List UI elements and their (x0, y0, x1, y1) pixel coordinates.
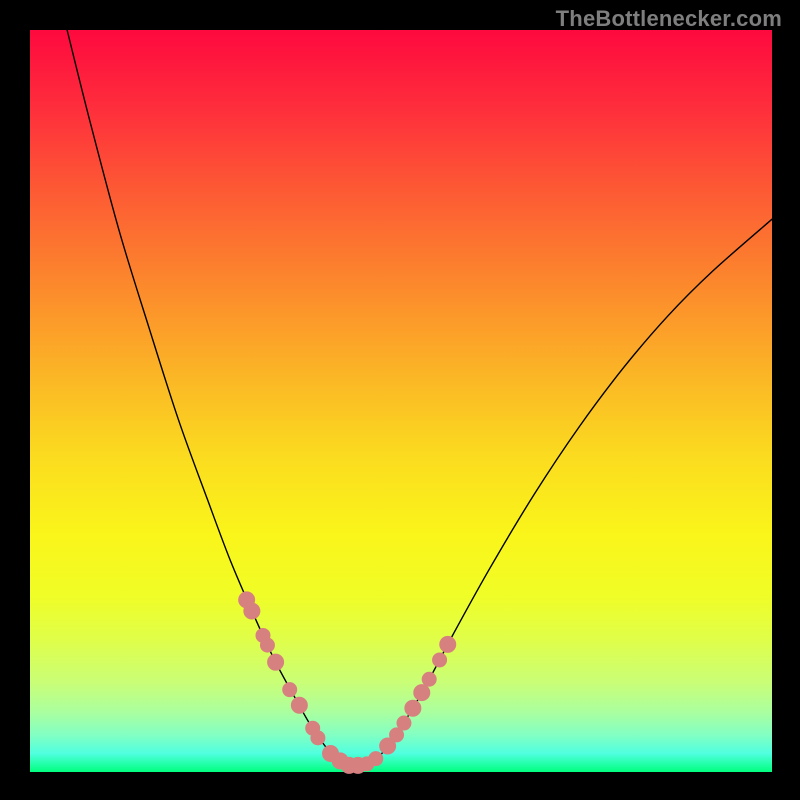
marker-group (239, 592, 456, 773)
watermark-text: TheBottlenecker.com (556, 6, 782, 32)
marker-point (260, 638, 274, 652)
marker-point (405, 700, 421, 716)
marker-point (291, 697, 307, 713)
marker-point (311, 731, 325, 745)
chart-svg (0, 0, 800, 800)
bottleneck-curve (67, 30, 772, 766)
chart-container: TheBottlenecker.com (0, 0, 800, 800)
marker-point (433, 653, 447, 667)
marker-point (283, 683, 297, 697)
marker-point (244, 603, 260, 619)
marker-point (369, 752, 383, 766)
marker-point (397, 716, 411, 730)
marker-point (440, 636, 456, 652)
marker-point (414, 685, 430, 701)
marker-point (268, 654, 284, 670)
marker-point (422, 672, 436, 686)
